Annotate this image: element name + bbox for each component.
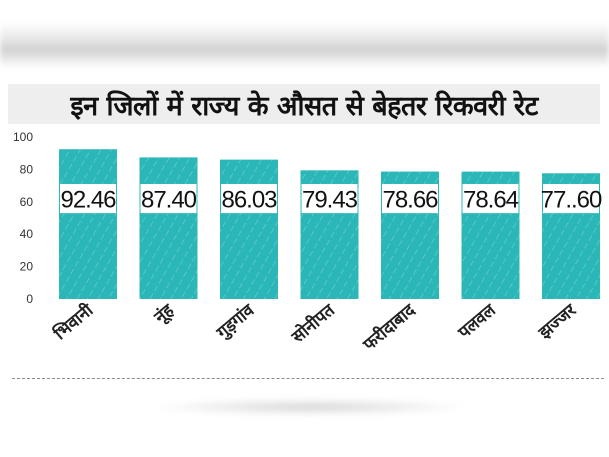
category-label: गुड़गांव: [212, 300, 259, 344]
value-label-box: [140, 183, 197, 214]
category-label: पलवल: [454, 300, 501, 344]
value-label-box: [462, 183, 519, 214]
value-label-box: [382, 183, 438, 214]
value-label: 78.66: [382, 187, 438, 214]
y-tick-label: 0: [26, 292, 33, 306]
y-tick-label: 40: [20, 227, 34, 241]
bottom-divider: [12, 378, 604, 379]
bar-hatch: [220, 159, 278, 299]
value-label: 77..60: [541, 187, 602, 214]
category-label: फरीदाबाद: [358, 299, 420, 356]
value-label: 78.64: [463, 187, 519, 214]
y-tick-label: 20: [20, 260, 34, 274]
blurred-header-background: [0, 22, 609, 68]
value-label: 87.40: [141, 187, 197, 214]
bar-hatch: [139, 157, 198, 299]
chart-title-bar: इन जिलों में राज्य के औसत से बेहतर रिकवर…: [8, 84, 600, 124]
value-label: 92.46: [60, 187, 116, 214]
value-label-box: [301, 183, 358, 214]
value-label-box: [60, 183, 116, 214]
category-label: सोनीपत: [287, 299, 340, 348]
bar-hatch: [59, 149, 117, 299]
blurred-footer-background: [150, 398, 470, 416]
y-tick-label: 100: [13, 130, 33, 144]
value-label-box: [543, 183, 599, 214]
category-label: नूंह: [150, 300, 179, 329]
category-label: झज्जर: [534, 300, 581, 344]
value-label: 86.03: [221, 187, 277, 214]
value-label: 79.43: [302, 187, 358, 214]
y-tick-label: 80: [20, 162, 34, 176]
chart-title: इन जिलों में राज्य के औसत से बेहतर रिकवर…: [70, 90, 538, 122]
category-label: भिवानी: [49, 299, 97, 344]
value-label-box: [221, 183, 277, 214]
y-tick-label: 60: [20, 195, 34, 209]
